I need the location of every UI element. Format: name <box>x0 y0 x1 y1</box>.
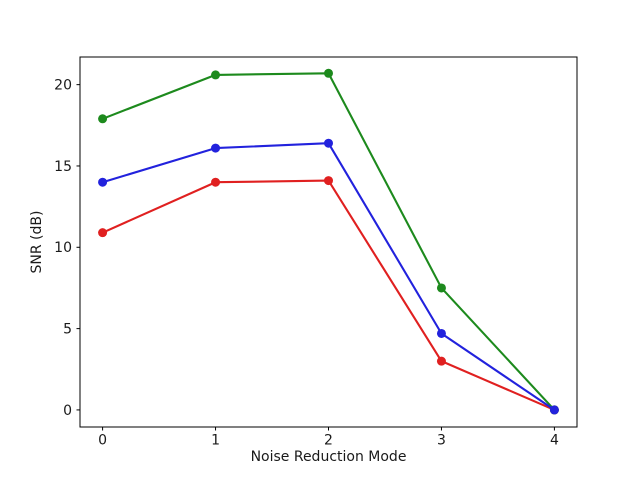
series-line-red <box>101 179 556 411</box>
data-point-red-2 <box>324 176 333 186</box>
x-tick-label: 3 <box>437 433 446 449</box>
x-tick-label: 0 <box>98 433 107 449</box>
y-tick-label: 20 <box>54 78 72 94</box>
data-point-blue-4 <box>549 405 559 415</box>
data-point-blue-0 <box>98 177 108 187</box>
data-point-red-1 <box>211 177 221 187</box>
data-point-blue-1 <box>211 143 221 153</box>
data-point-green-1 <box>211 70 221 80</box>
x-tick-label: 2 <box>324 433 333 449</box>
x-tick-label: 1 <box>211 433 220 449</box>
data-point-blue-3 <box>436 328 446 338</box>
y-axis-label: SNR (dB) <box>29 210 45 274</box>
plot-frame <box>79 56 578 428</box>
y-tick-label: 5 <box>63 322 72 338</box>
data-point-green-3 <box>436 283 446 293</box>
x-axis-label: Noise Reduction Mode <box>250 449 407 465</box>
data-point-red-0 <box>98 228 108 238</box>
x-tick-label: 4 <box>550 433 559 449</box>
data-point-blue-2 <box>324 138 333 148</box>
y-tick-label: 0 <box>63 403 72 419</box>
data-point-green-2 <box>324 68 333 78</box>
data-point-red-3 <box>436 356 446 366</box>
y-tick-label: 15 <box>54 159 72 175</box>
data-point-green-0 <box>98 114 108 124</box>
y-tick-label: 10 <box>54 240 72 256</box>
series-line-green <box>101 72 556 411</box>
